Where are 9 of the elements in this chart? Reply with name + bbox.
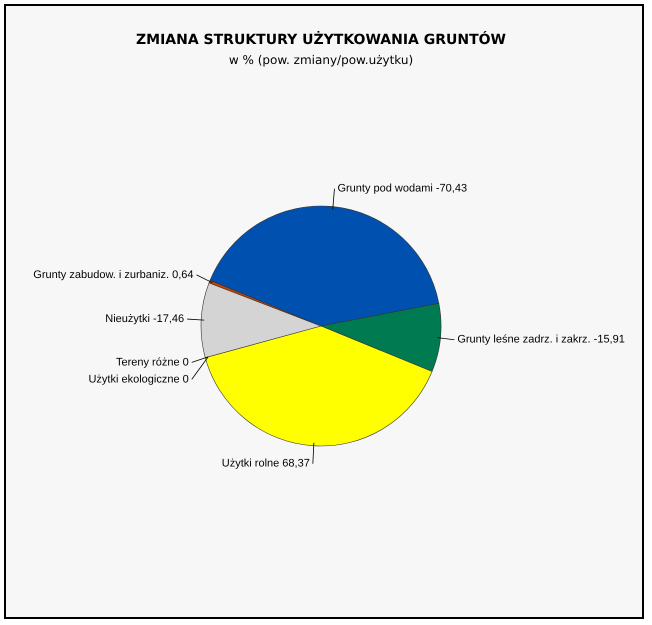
slice-label: Użytki rolne 68,37 <box>222 458 310 470</box>
slice-label: Nieużytki -17,46 <box>105 313 184 326</box>
chart-title: ZMIANA STRUKTURY UŻYTKOWANIA GRUNTÓW <box>136 30 506 48</box>
category-label: Użytki ekologiczne 0 <box>88 373 189 386</box>
slice-label: Grunty leśne zadrz. i zakrz. -15,91 <box>457 334 625 346</box>
chart-subtitle: w % (pow. zmiany/pow.użytku) <box>228 53 414 67</box>
slice-label: Grunty zabudow. i zurbaniz. 0,64 <box>33 268 194 281</box>
slice-label: Grunty pod wodami -70,43 <box>337 182 468 195</box>
legend-label: Tereny różne 0 <box>116 356 189 368</box>
